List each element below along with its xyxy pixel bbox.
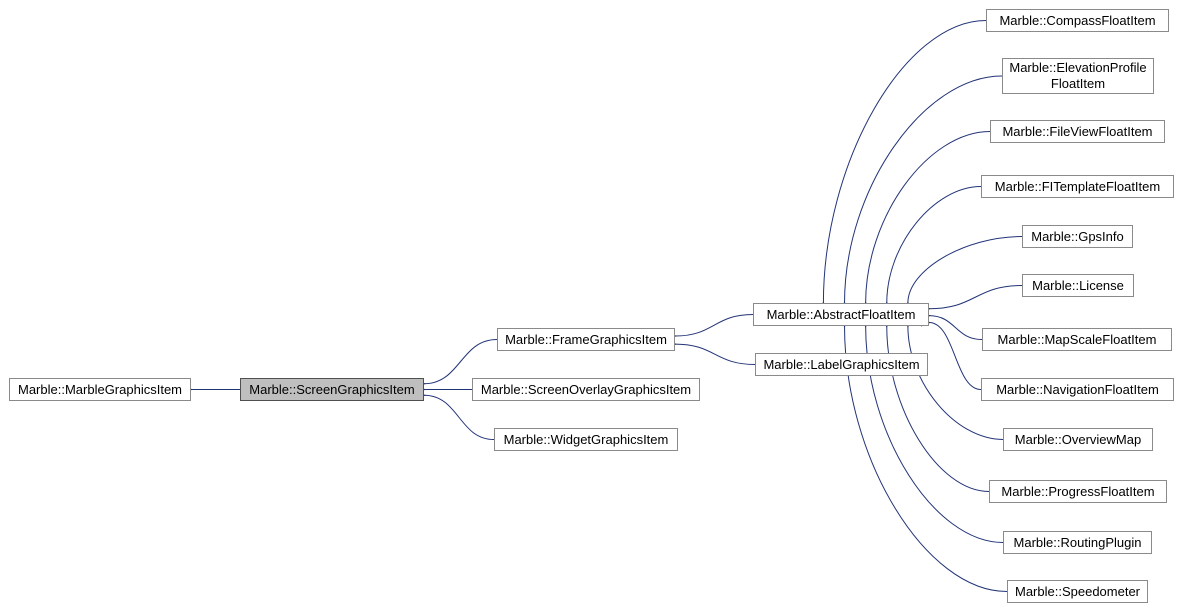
- edge-gps-info-to-abstract-float-item: [908, 237, 1022, 304]
- node-progress-float-item[interactable]: Marble::ProgressFloatItem: [989, 480, 1167, 503]
- node-label: Marble::ElevationProfile FloatItem: [1009, 60, 1146, 91]
- node-frame-graphics-item[interactable]: Marble::FrameGraphicsItem: [497, 328, 675, 351]
- node-label: Marble::OverviewMap: [1015, 432, 1141, 448]
- node-abstract-float-item[interactable]: Marble::AbstractFloatItem: [753, 303, 929, 326]
- node-screen-graphics-item[interactable]: Marble::ScreenGraphicsItem: [240, 378, 424, 401]
- node-widget-graphics-item[interactable]: Marble::WidgetGraphicsItem: [494, 428, 678, 451]
- node-label: Marble::WidgetGraphicsItem: [504, 432, 669, 448]
- edge-widget-graphics-item-to-screen-graphics-item: [424, 395, 494, 439]
- node-map-scale-float-item[interactable]: Marble::MapScaleFloatItem: [982, 328, 1172, 351]
- node-label: Marble::ScreenGraphicsItem: [249, 382, 414, 398]
- node-compass-float-item[interactable]: Marble::CompassFloatItem: [986, 9, 1169, 32]
- node-label: Marble::FrameGraphicsItem: [505, 332, 667, 348]
- node-label-graphics-item[interactable]: Marble::LabelGraphicsItem: [755, 353, 928, 376]
- edge-file-view-float-item-to-abstract-float-item: [866, 132, 990, 304]
- node-label: Marble::CompassFloatItem: [999, 13, 1155, 29]
- edge-elevation-profile-to-abstract-float-item: [845, 76, 1002, 303]
- node-navigation-float-item[interactable]: Marble::NavigationFloatItem: [981, 378, 1174, 401]
- node-label: Marble::FileViewFloatItem: [1002, 124, 1152, 140]
- node-marble-graphics-item[interactable]: Marble::MarbleGraphicsItem: [9, 378, 191, 401]
- node-fi-template-float-item[interactable]: Marble::FITemplateFloatItem: [981, 175, 1174, 198]
- edge-compass-float-item-to-abstract-float-item: [823, 21, 986, 304]
- node-label: Marble::Speedometer: [1015, 584, 1140, 600]
- node-overview-map[interactable]: Marble::OverviewMap: [1003, 428, 1153, 451]
- node-label: Marble::ScreenOverlayGraphicsItem: [481, 382, 691, 398]
- node-label: Marble::GpsInfo: [1031, 229, 1124, 245]
- edge-license-to-abstract-float-item: [929, 286, 1022, 309]
- inheritance-diagram: Marble::MarbleGraphicsItem Marble::Screen…: [0, 0, 1180, 611]
- node-label: Marble::NavigationFloatItem: [996, 382, 1159, 398]
- node-label: Marble::LabelGraphicsItem: [763, 357, 919, 373]
- edge-navigation-float-item-to-abstract-float-item: [929, 323, 981, 390]
- edge-abstract-float-item-to-frame-graphics-item: [675, 315, 753, 337]
- node-file-view-float-item[interactable]: Marble::FileViewFloatItem: [990, 120, 1165, 143]
- node-speedometer[interactable]: Marble::Speedometer: [1007, 580, 1148, 603]
- edge-label-graphics-item-to-frame-graphics-item: [675, 344, 755, 364]
- node-label: Marble::AbstractFloatItem: [767, 307, 916, 323]
- edge-map-scale-float-item-to-abstract-float-item: [929, 316, 982, 340]
- edge-fi-template-float-item-to-abstract-float-item: [887, 187, 981, 304]
- node-label: Marble::MapScaleFloatItem: [998, 332, 1157, 348]
- node-label: Marble::FITemplateFloatItem: [995, 179, 1160, 195]
- node-label: Marble::License: [1032, 278, 1124, 294]
- node-routing-plugin[interactable]: Marble::RoutingPlugin: [1003, 531, 1152, 554]
- node-screen-overlay-gi[interactable]: Marble::ScreenOverlayGraphicsItem: [472, 378, 700, 401]
- node-license[interactable]: Marble::License: [1022, 274, 1134, 297]
- node-elevation-profile[interactable]: Marble::ElevationProfile FloatItem: [1002, 58, 1154, 94]
- edge-progress-float-item-to-abstract-float-item: [887, 326, 989, 492]
- node-label: Marble::RoutingPlugin: [1014, 535, 1142, 551]
- node-gps-info[interactable]: Marble::GpsInfo: [1022, 225, 1133, 248]
- node-label: Marble::ProgressFloatItem: [1001, 484, 1154, 500]
- node-label: Marble::MarbleGraphicsItem: [18, 382, 182, 398]
